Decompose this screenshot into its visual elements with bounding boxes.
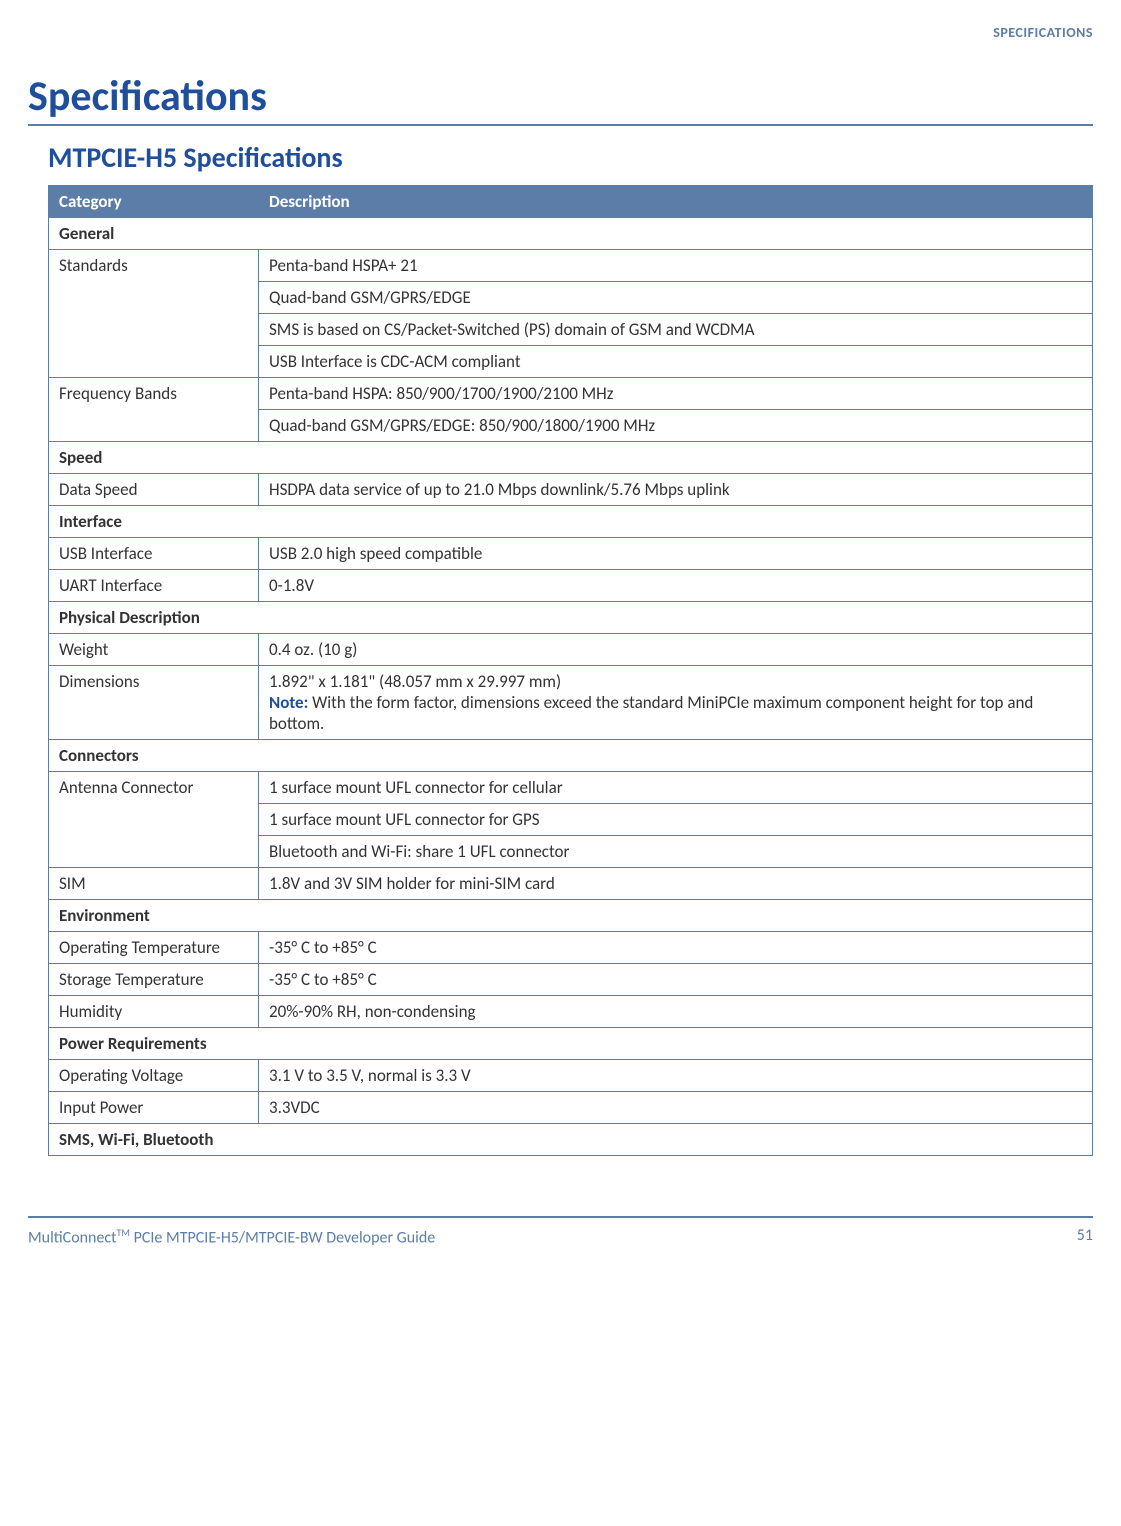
spec-value: 3.1 V to 3.5 V, normal is 3.3 V (259, 1060, 1093, 1092)
spec-category: SIM (49, 868, 259, 900)
spec-category: Data Speed (49, 474, 259, 506)
footer-page-number: 51 (1077, 1226, 1093, 1247)
spec-category: Input Power (49, 1092, 259, 1124)
section-subtitle: MTPCIE-H5 Specifications (48, 140, 1093, 175)
section-heading: Connectors (49, 740, 1093, 772)
column-header-category: Category (49, 186, 259, 218)
section-heading: Environment (49, 900, 1093, 932)
column-header-description: Description (259, 186, 1093, 218)
page-header-right: SPECIFICATIONS (28, 24, 1093, 41)
page-title: Specifications (28, 71, 1093, 126)
section-heading: General (49, 218, 1093, 250)
spec-value: USB 2.0 high speed compatible (259, 538, 1093, 570)
spec-category: Operating Temperature (49, 932, 259, 964)
section-heading: SMS, Wi-Fi, Bluetooth (49, 1124, 1093, 1156)
section-heading: Speed (49, 442, 1093, 474)
spec-value: Quad-band GSM/GPRS/EDGE (259, 282, 1093, 314)
spec-value: SMS is based on CS/Packet-Switched (PS) … (259, 314, 1093, 346)
spec-category: Weight (49, 634, 259, 666)
note-text: With the form factor, dimensions exceed … (269, 692, 1033, 734)
footer-tm: TM (117, 1226, 130, 1239)
spec-value: 1.8V and 3V SIM holder for mini-SIM card (259, 868, 1093, 900)
spec-value: Bluetooth and Wi-Fi: share 1 UFL connect… (259, 836, 1093, 868)
section-heading: Interface (49, 506, 1093, 538)
spec-value: HSDPA data service of up to 21.0 Mbps do… (259, 474, 1093, 506)
spec-value: Quad-band GSM/GPRS/EDGE: 850/900/1800/19… (259, 410, 1093, 442)
spec-category: Frequency Bands (49, 378, 259, 442)
spec-category: Standards (49, 250, 259, 378)
footer-left: MultiConnectTM PCIe MTPCIE-H5/MTPCIE-BW … (28, 1226, 435, 1247)
spec-value: Penta-band HSPA: 850/900/1700/1900/2100 … (259, 378, 1093, 410)
spec-category: Storage Temperature (49, 964, 259, 996)
page-footer: MultiConnectTM PCIe MTPCIE-H5/MTPCIE-BW … (28, 1216, 1093, 1247)
spec-value: 0.4 oz. (10 g) (259, 634, 1093, 666)
section-heading: Power Requirements (49, 1028, 1093, 1060)
spec-value: 20%-90% RH, non-condensing (259, 996, 1093, 1028)
spec-value: 3.3VDC (259, 1092, 1093, 1124)
spec-value: 1 surface mount UFL connector for GPS (259, 804, 1093, 836)
spec-category: Humidity (49, 996, 259, 1028)
spec-value: -35° C to +85° C (259, 964, 1093, 996)
spec-value: -35° C to +85° C (259, 932, 1093, 964)
spec-value: 1.892" x 1.181" (48.057 mm x 29.997 mm)N… (259, 666, 1093, 740)
spec-category: Operating Voltage (49, 1060, 259, 1092)
spec-category: USB Interface (49, 538, 259, 570)
specifications-table: Category Description GeneralStandardsPen… (48, 185, 1093, 1156)
section-heading: Physical Description (49, 602, 1093, 634)
footer-guide: PCIe MTPCIE-H5/MTPCIE-BW Developer Guide (130, 1228, 435, 1247)
note-label: Note: (269, 692, 308, 713)
spec-value: USB Interface is CDC-ACM compliant (259, 346, 1093, 378)
spec-value: 1 surface mount UFL connector for cellul… (259, 772, 1093, 804)
spec-category: Antenna Connector (49, 772, 259, 868)
spec-category: Dimensions (49, 666, 259, 740)
spec-value: Penta-band HSPA+ 21 (259, 250, 1093, 282)
footer-product: MultiConnect (28, 1228, 117, 1247)
spec-value: 0-1.8V (259, 570, 1093, 602)
spec-category: UART Interface (49, 570, 259, 602)
